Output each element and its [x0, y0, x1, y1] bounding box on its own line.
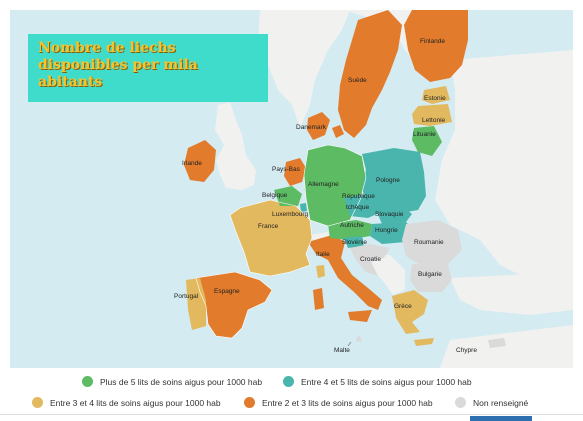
- label-lituanie: Lituanie: [413, 131, 436, 138]
- map-title: Nombre de liechs disponibles per mila ab…: [38, 40, 198, 90]
- yellow-dot-icon: [32, 397, 43, 408]
- label-slovaquie: Slovaquie: [375, 211, 404, 218]
- label-allemagne: Allemagne: [308, 181, 339, 188]
- legend-item-yellow[interactable]: Entre 3 et 4 lits de soins aigus pour 10…: [32, 397, 221, 408]
- country-irlande[interactable]: [184, 140, 216, 182]
- legend: Plus de 5 lits de soins aigus pour 1000 …: [0, 368, 583, 421]
- europe-map[interactable]: Finlande Suède Estonie Lettonie Lituanie…: [10, 10, 573, 368]
- borders: [195, 144, 367, 339]
- country-italie[interactable]: [308, 235, 382, 322]
- legend-label-grey: Non renseigné: [473, 397, 529, 408]
- country-chypre[interactable]: [488, 338, 506, 348]
- label-chypre: Chypre: [456, 347, 477, 354]
- legend-label-orange: Entre 2 et 3 lits de soins aigus pour 10…: [262, 397, 433, 408]
- label-finlande: Finlande: [420, 38, 445, 45]
- label-autriche: Autriche: [340, 222, 364, 229]
- bottom-button-edge[interactable]: [470, 416, 532, 421]
- legend-label-teal: Entre 4 et 5 lits de soins aigus pour 10…: [301, 376, 472, 387]
- label-bulgarie: Bulgarie: [418, 271, 442, 278]
- country-croatie[interactable]: [350, 244, 390, 276]
- label-belgique: Belgique: [262, 192, 288, 199]
- country-roumanie[interactable]: [402, 220, 462, 266]
- label-luxembourg: Luxembourg: [272, 211, 309, 218]
- legend-item-green[interactable]: Plus de 5 lits de soins aigus pour 1000 …: [82, 376, 262, 387]
- country-portugal[interactable]: [186, 278, 206, 330]
- label-portugal: Portugal: [174, 293, 199, 300]
- label-france: France: [258, 223, 279, 230]
- grey-dot-icon: [455, 397, 466, 408]
- country-slovenie[interactable]: [344, 236, 364, 248]
- label-grece: Grèce: [394, 303, 412, 310]
- label-italie: Italie: [316, 251, 330, 258]
- label-hongrie: Hongrie: [375, 227, 398, 234]
- label-malte: Malte: [334, 347, 350, 354]
- green-dot-icon: [82, 376, 93, 387]
- country-lettonie[interactable]: [412, 104, 452, 126]
- bottom-divider: [0, 414, 583, 415]
- label-pays-bas: Pays-Bas: [272, 166, 301, 173]
- label-suede: Suède: [348, 77, 367, 84]
- country-pays-bas[interactable]: [284, 158, 306, 186]
- legend-item-teal[interactable]: Entre 4 et 5 lits de soins aigus pour 10…: [283, 376, 472, 387]
- country-danemark[interactable]: [307, 112, 344, 140]
- legend-item-orange[interactable]: Entre 2 et 3 lits de soins aigus pour 10…: [244, 397, 433, 408]
- legend-label-yellow: Entre 3 et 4 lits de soins aigus pour 10…: [50, 397, 221, 408]
- country-autriche[interactable]: [328, 220, 372, 240]
- country-republique-tcheque[interactable]: [344, 194, 386, 218]
- label-republique: République: [342, 193, 375, 200]
- legend-label-green: Plus de 5 lits de soins aigus pour 1000 …: [100, 376, 263, 387]
- country-luxembourg[interactable]: [300, 203, 307, 212]
- country-finlande[interactable]: [404, 10, 468, 82]
- country-espagne[interactable]: [196, 272, 272, 338]
- country-slovaquie[interactable]: [376, 206, 412, 224]
- country-suede[interactable]: [338, 10, 402, 138]
- legend-item-grey[interactable]: Non renseigné: [455, 397, 528, 408]
- country-labels: Finlande Suède Estonie Lettonie Lituanie…: [174, 38, 477, 354]
- label-roumanie: Roumanie: [414, 239, 444, 246]
- country-belgique[interactable]: [274, 186, 302, 206]
- orange-dot-icon: [244, 397, 255, 408]
- map-panel[interactable]: Finlande Suède Estonie Lettonie Lituanie…: [10, 10, 573, 368]
- label-pologne: Pologne: [376, 177, 400, 184]
- teal-dot-icon: [283, 376, 294, 387]
- country-grece[interactable]: [392, 290, 434, 346]
- country-estonie[interactable]: [422, 86, 450, 104]
- label-tcheque: tchèque: [346, 204, 370, 211]
- country-pologne[interactable]: [362, 148, 426, 214]
- country-malte[interactable]: [356, 336, 362, 342]
- country-lituanie[interactable]: [412, 126, 442, 156]
- label-estonie: Estonie: [424, 95, 446, 102]
- label-lettonie: Lettonie: [422, 117, 446, 124]
- label-croatie: Croatie: [360, 256, 381, 263]
- label-irlande: Irlande: [182, 160, 202, 167]
- label-danemark: Danemark: [296, 124, 327, 131]
- country-france[interactable]: [230, 200, 325, 278]
- country-bulgarie[interactable]: [410, 264, 452, 292]
- malte-pointer: [347, 341, 352, 347]
- label-slovenie: Slovénie: [342, 239, 367, 246]
- label-espagne: Espagne: [214, 288, 240, 295]
- title-box: Nombre de liechs disponibles per mila ab…: [28, 34, 268, 102]
